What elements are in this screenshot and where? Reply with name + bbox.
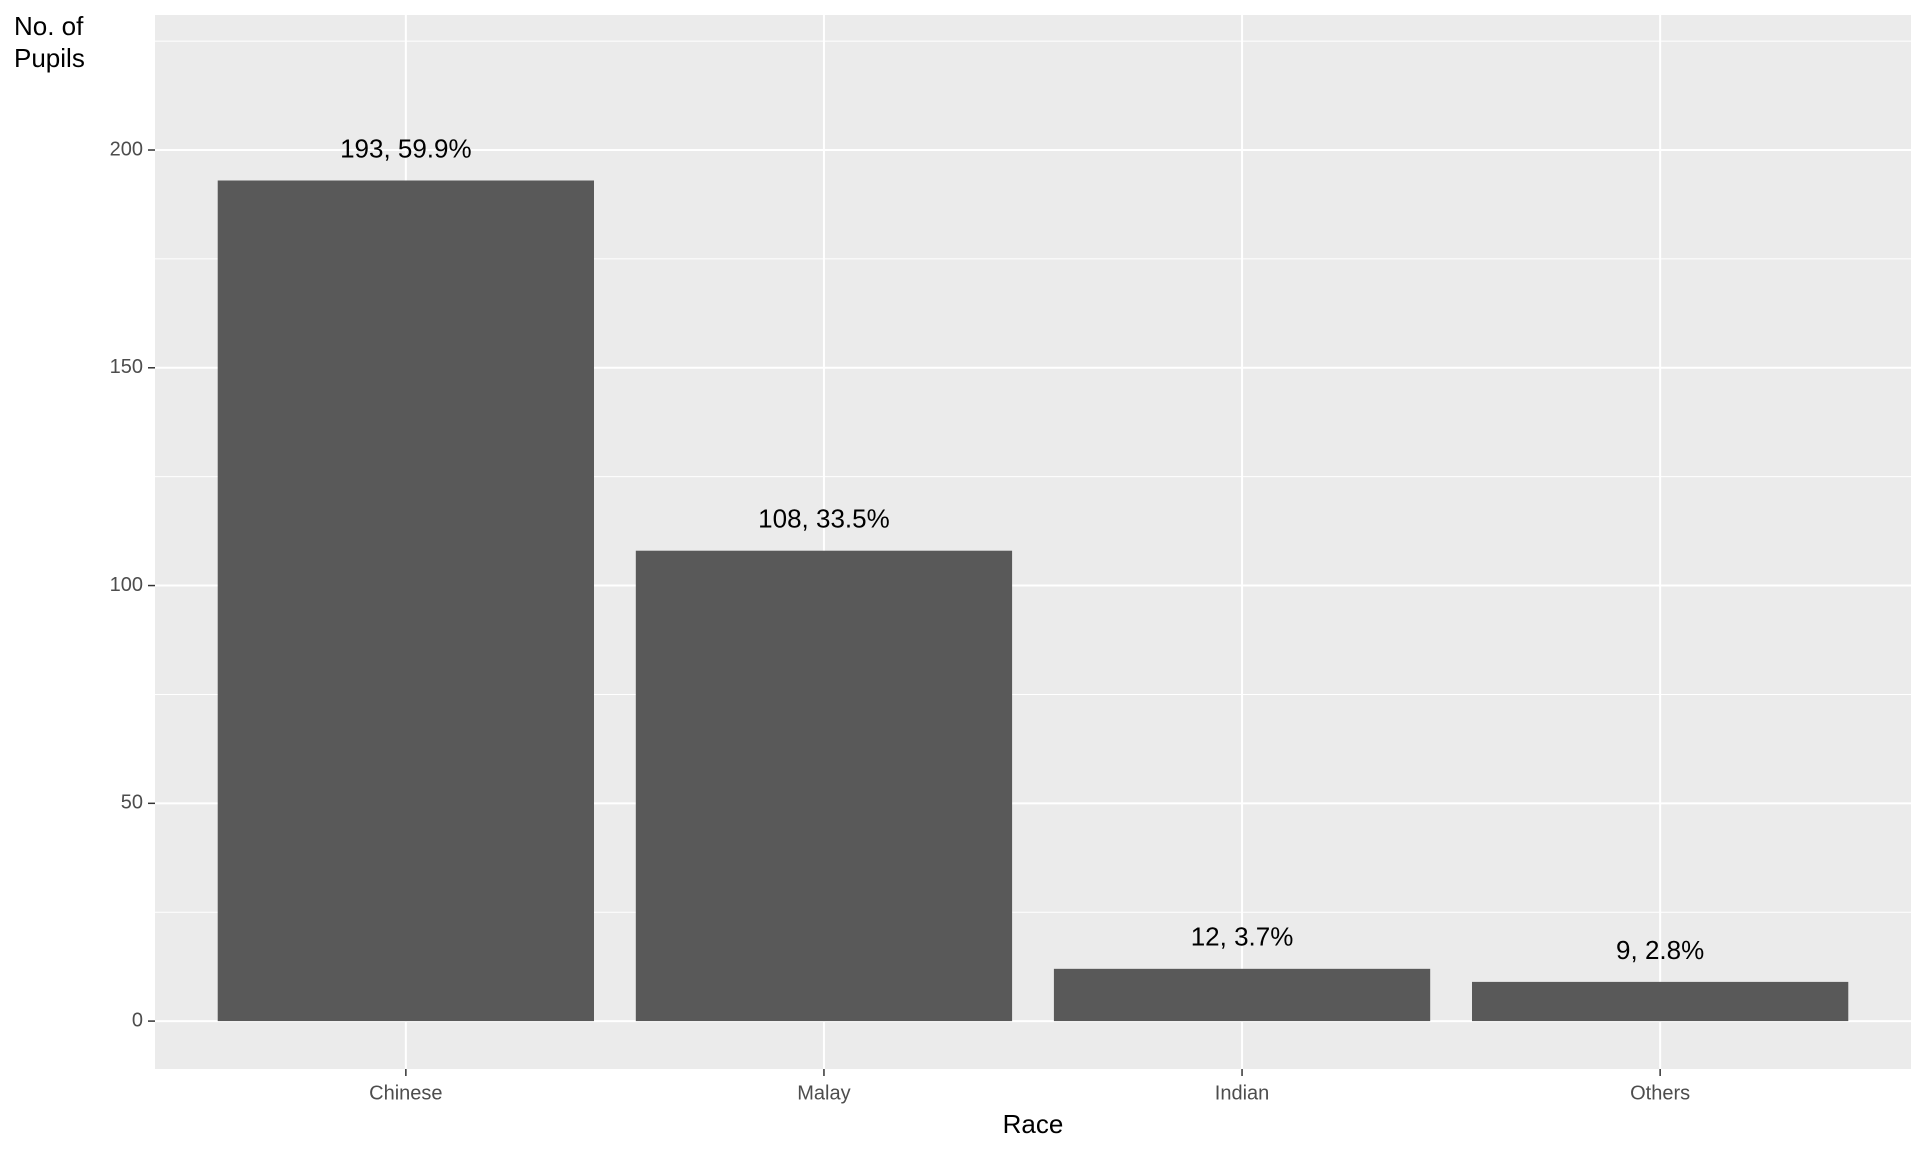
x-tick-label: Indian [1215,1082,1270,1104]
y-tick-label: 150 [110,356,143,378]
bar [217,180,594,1022]
bar [1472,981,1849,1022]
value-label: 193, 59.9% [340,133,472,163]
y-tick-label: 50 [121,792,143,814]
y-tick-label: 0 [132,1009,143,1031]
value-label: 108, 33.5% [758,504,890,534]
x-tick-label: Others [1630,1082,1690,1104]
x-axis-title: Race [1003,1109,1064,1139]
x-tick-label: Malay [797,1082,850,1104]
y-tick-label: 100 [110,574,143,596]
y-tick-label: 200 [110,138,143,160]
bar [635,550,1013,1022]
value-label: 9, 2.8% [1616,935,1704,965]
x-tick-label: Chinese [369,1082,442,1104]
value-label: 12, 3.7% [1191,922,1294,952]
bar [1053,968,1431,1022]
y-axis-title: No. of Pupils [14,11,85,73]
